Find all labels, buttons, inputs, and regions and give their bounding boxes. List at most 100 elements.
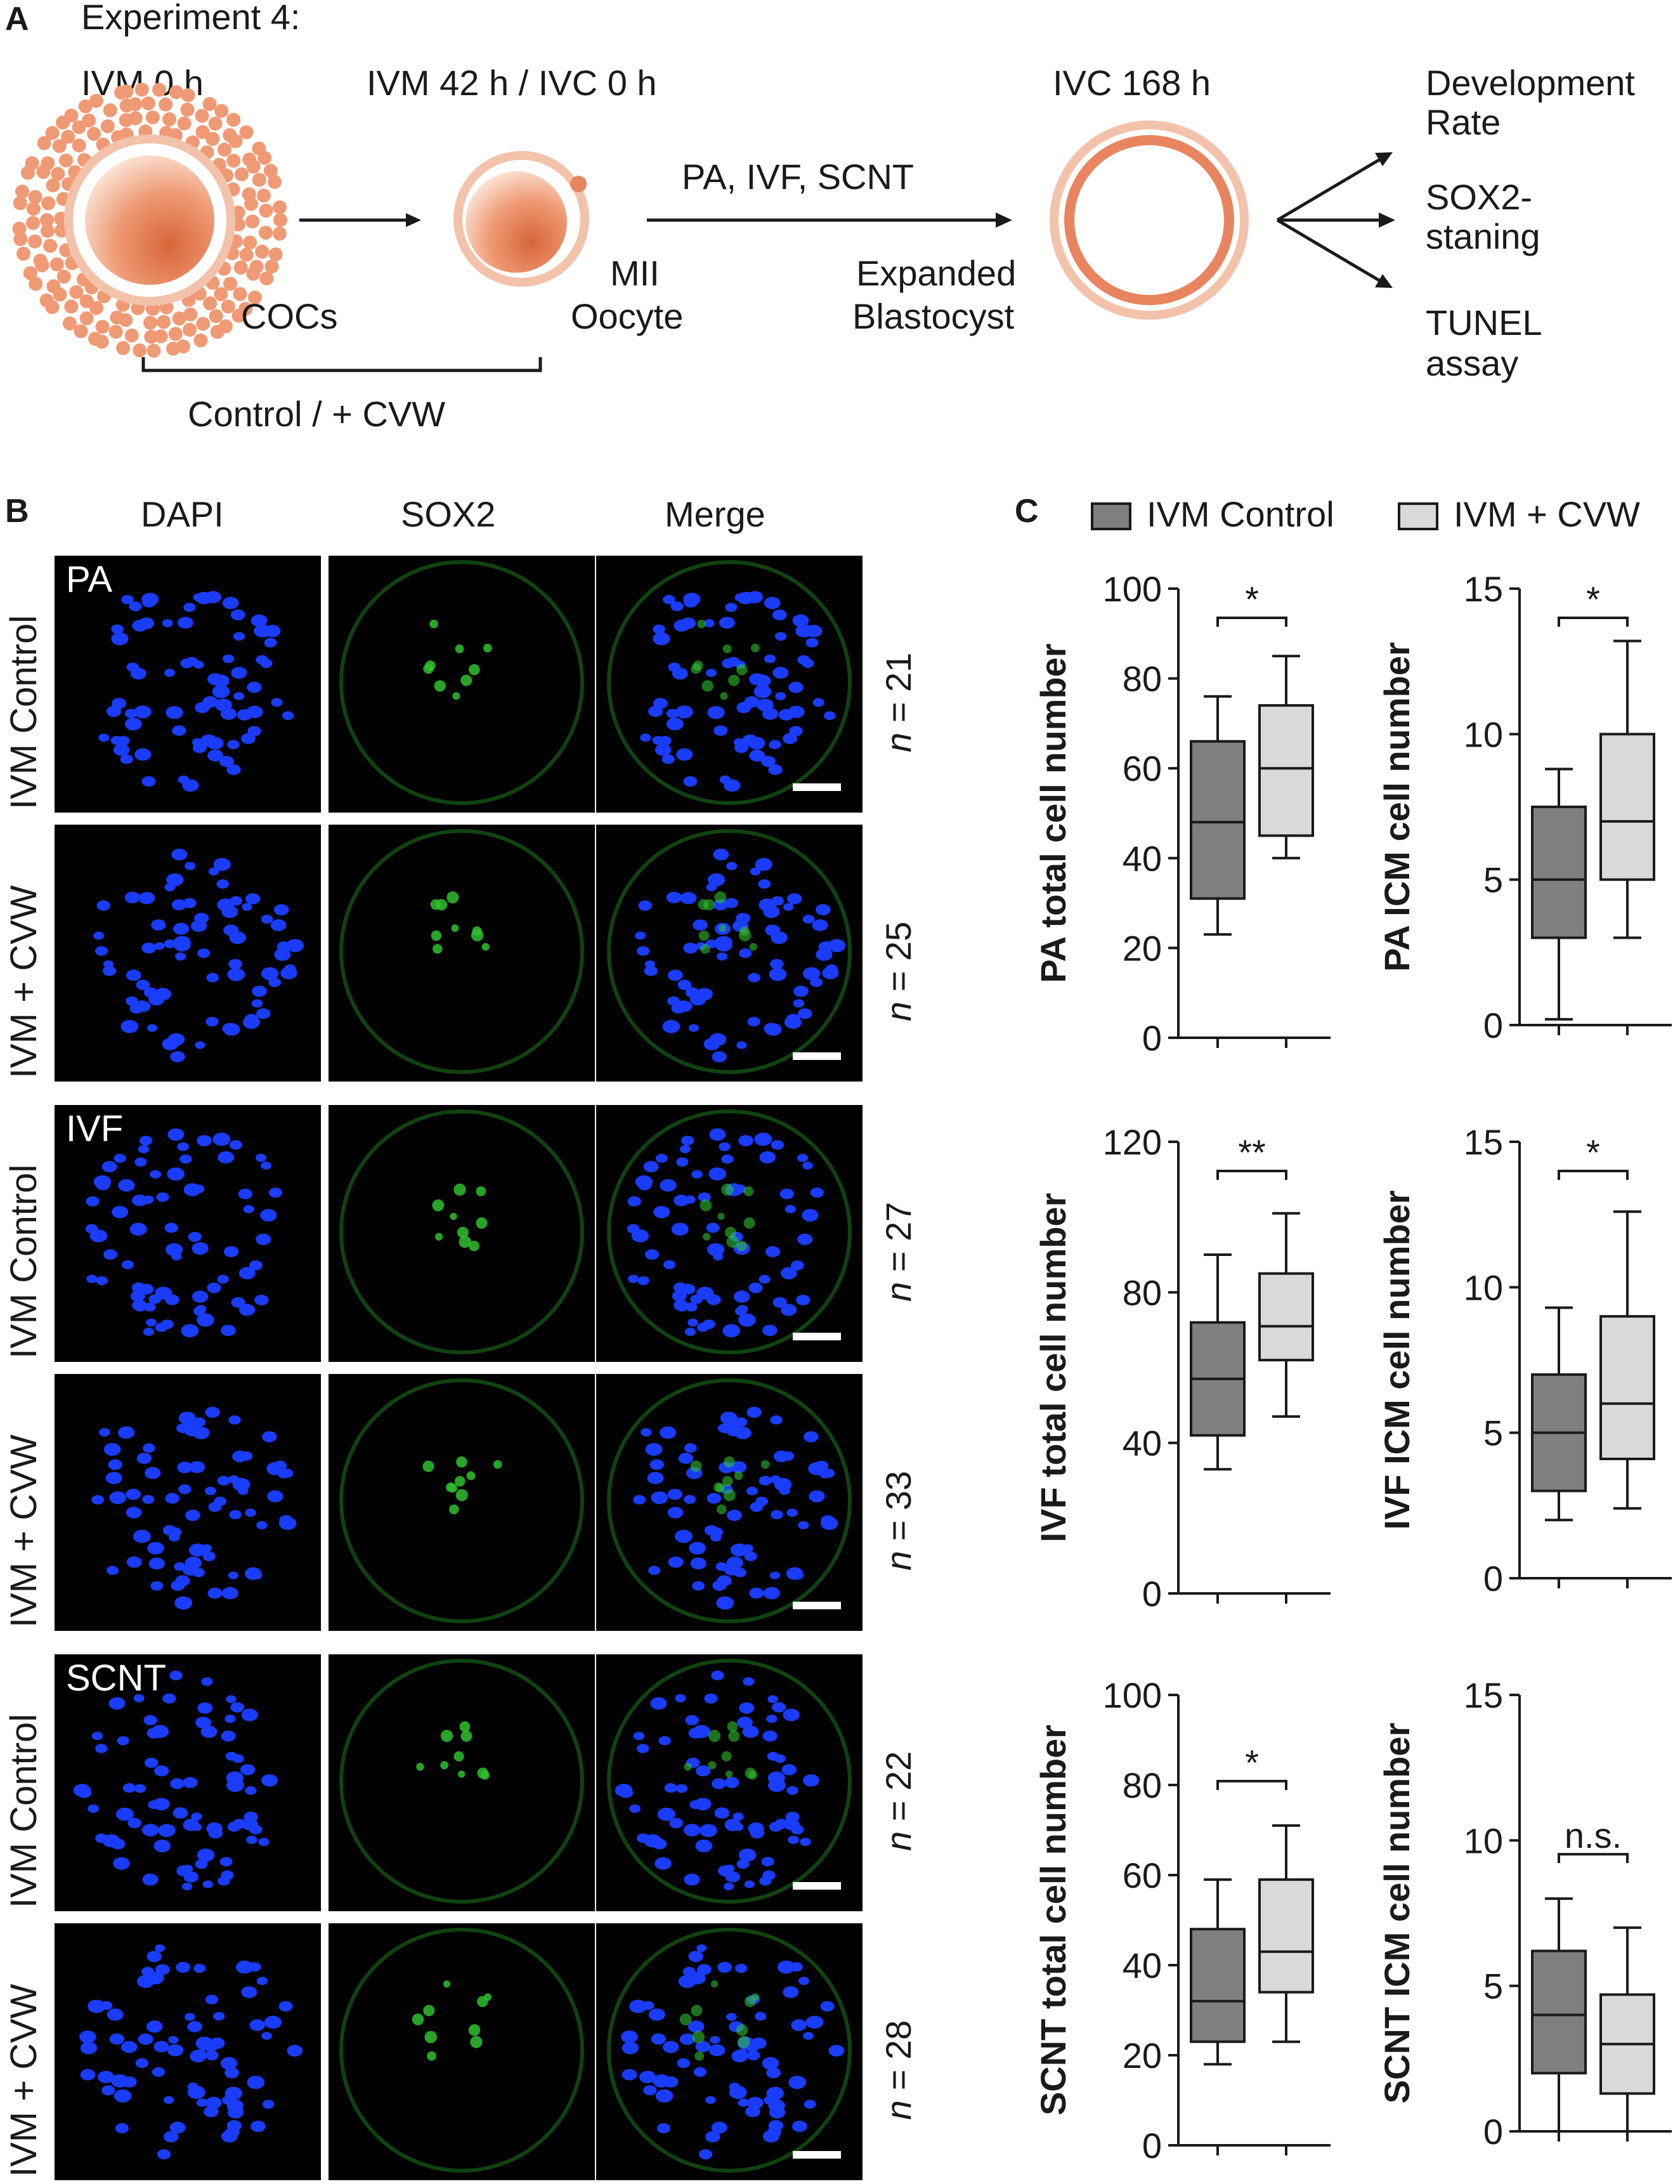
nucleus: [772, 1702, 786, 1713]
micrograph-merge: [596, 1374, 863, 1631]
sox2-nucleus: [717, 1212, 725, 1220]
nucleus: [96, 1180, 110, 1191]
nucleus: [170, 1778, 185, 1789]
nucleus: [775, 692, 786, 700]
nucleus: [221, 1586, 238, 1600]
nucleus: [168, 2036, 179, 2044]
cumulus-cell: [246, 266, 261, 281]
blastocyst-trophectoderm: [1064, 135, 1234, 305]
y-tick-label: 15: [1464, 569, 1503, 609]
significance-label: n.s.: [1565, 1815, 1622, 1855]
nucleus: [169, 2121, 186, 2134]
sox2-nucleus: [424, 2030, 437, 2044]
nucleus: [273, 1460, 287, 1471]
nucleus: [748, 1822, 764, 1834]
nucleus: [710, 2036, 720, 2044]
nucleus: [256, 1521, 268, 1529]
panel-c-letter: C: [1015, 493, 1039, 530]
nucleus: [101, 2085, 115, 2096]
nucleus: [255, 1153, 266, 1162]
cumulus-cell: [221, 299, 235, 314]
nucleus: [743, 1677, 755, 1686]
zona-outline: [339, 1659, 584, 1904]
nucleus: [795, 624, 813, 638]
nucleus: [684, 1494, 696, 1504]
cumulus-cell: [245, 214, 259, 229]
nucleus: [764, 597, 781, 610]
nucleus: [623, 2042, 639, 2053]
nucleus: [169, 1670, 183, 1680]
nucleus: [767, 1695, 778, 1703]
nucleus: [88, 1999, 106, 2013]
cumulus-cell: [82, 113, 96, 128]
sox2-nucleus: [749, 943, 757, 951]
nucleus: [278, 2001, 293, 2012]
nucleus: [191, 1812, 202, 1821]
nucleus: [703, 1038, 720, 1050]
nucleus: [769, 1571, 780, 1579]
nucleus: [772, 1297, 787, 1308]
nucleus: [770, 1415, 783, 1425]
y-axis-label: IVF ICM cell number: [1377, 1190, 1417, 1529]
nucleus: [153, 2041, 169, 2053]
cumulus-cell: [40, 224, 55, 239]
cumulus-cell: [103, 103, 117, 117]
nucleus: [812, 919, 828, 931]
nucleus: [244, 1014, 259, 1024]
nucleus: [648, 1566, 661, 1575]
nucleus: [171, 899, 187, 911]
nucleus: [126, 996, 138, 1006]
nucleus: [201, 1677, 213, 1686]
cumulus-cell: [88, 332, 103, 346]
nucleus: [226, 1695, 237, 1703]
micrograph-dapi: IVF: [55, 1105, 321, 1362]
nucleus: [708, 2044, 726, 2056]
nucleus: [247, 2076, 265, 2089]
nucleus: [747, 1017, 760, 1027]
nucleus: [177, 1142, 189, 1151]
sox2-nucleus: [460, 1730, 472, 1742]
nucleus: [225, 2067, 240, 2079]
nucleus: [127, 1817, 141, 1829]
cumulus-cell: [128, 111, 143, 126]
sox2-nucleus: [691, 2004, 703, 2017]
nucleus: [786, 1508, 798, 1517]
y-tick-label: 0: [1142, 1574, 1162, 1614]
nucleus: [91, 1494, 105, 1505]
sox2-nucleus: [723, 1489, 736, 1501]
nucleus: [113, 743, 130, 756]
cumulus-cell: [46, 178, 60, 193]
nucleus: [239, 1304, 256, 1316]
nucleus: [688, 1727, 703, 1739]
cumulus-cell: [95, 320, 110, 334]
nucleus: [207, 673, 224, 686]
nucleus: [726, 1556, 743, 1569]
cumulus-cell: [43, 239, 58, 253]
nucleus: [134, 748, 152, 761]
nucleus: [158, 1824, 176, 1838]
cumulus-cell: [183, 322, 197, 337]
panel-a-letter: A: [5, 1, 29, 37]
nucleus: [674, 1300, 689, 1311]
nucleus: [252, 985, 267, 997]
nucleus: [731, 2050, 748, 2063]
nucleus: [121, 594, 134, 605]
nucleus: [778, 709, 794, 721]
zona-outline: [607, 560, 852, 805]
nucleus: [641, 1428, 652, 1437]
nucleus: [694, 1798, 712, 1811]
sox2-nucleus: [457, 1770, 466, 1778]
nucleus: [185, 2013, 195, 2021]
nucleus: [696, 1944, 707, 1952]
nucleus: [228, 1571, 238, 1579]
nucleus: [185, 861, 196, 870]
scale-bar: [793, 1052, 841, 1060]
nucleus: [633, 1494, 646, 1505]
nucleus: [206, 736, 224, 750]
zona-outline: [607, 1109, 852, 1354]
cumulus-cell: [255, 244, 270, 259]
nucleus: [221, 1324, 236, 1337]
cumulus-cell: [202, 96, 217, 111]
sox2-nucleus: [470, 2036, 483, 2048]
legend-label-cvw: IVM + CVW: [1454, 494, 1641, 534]
